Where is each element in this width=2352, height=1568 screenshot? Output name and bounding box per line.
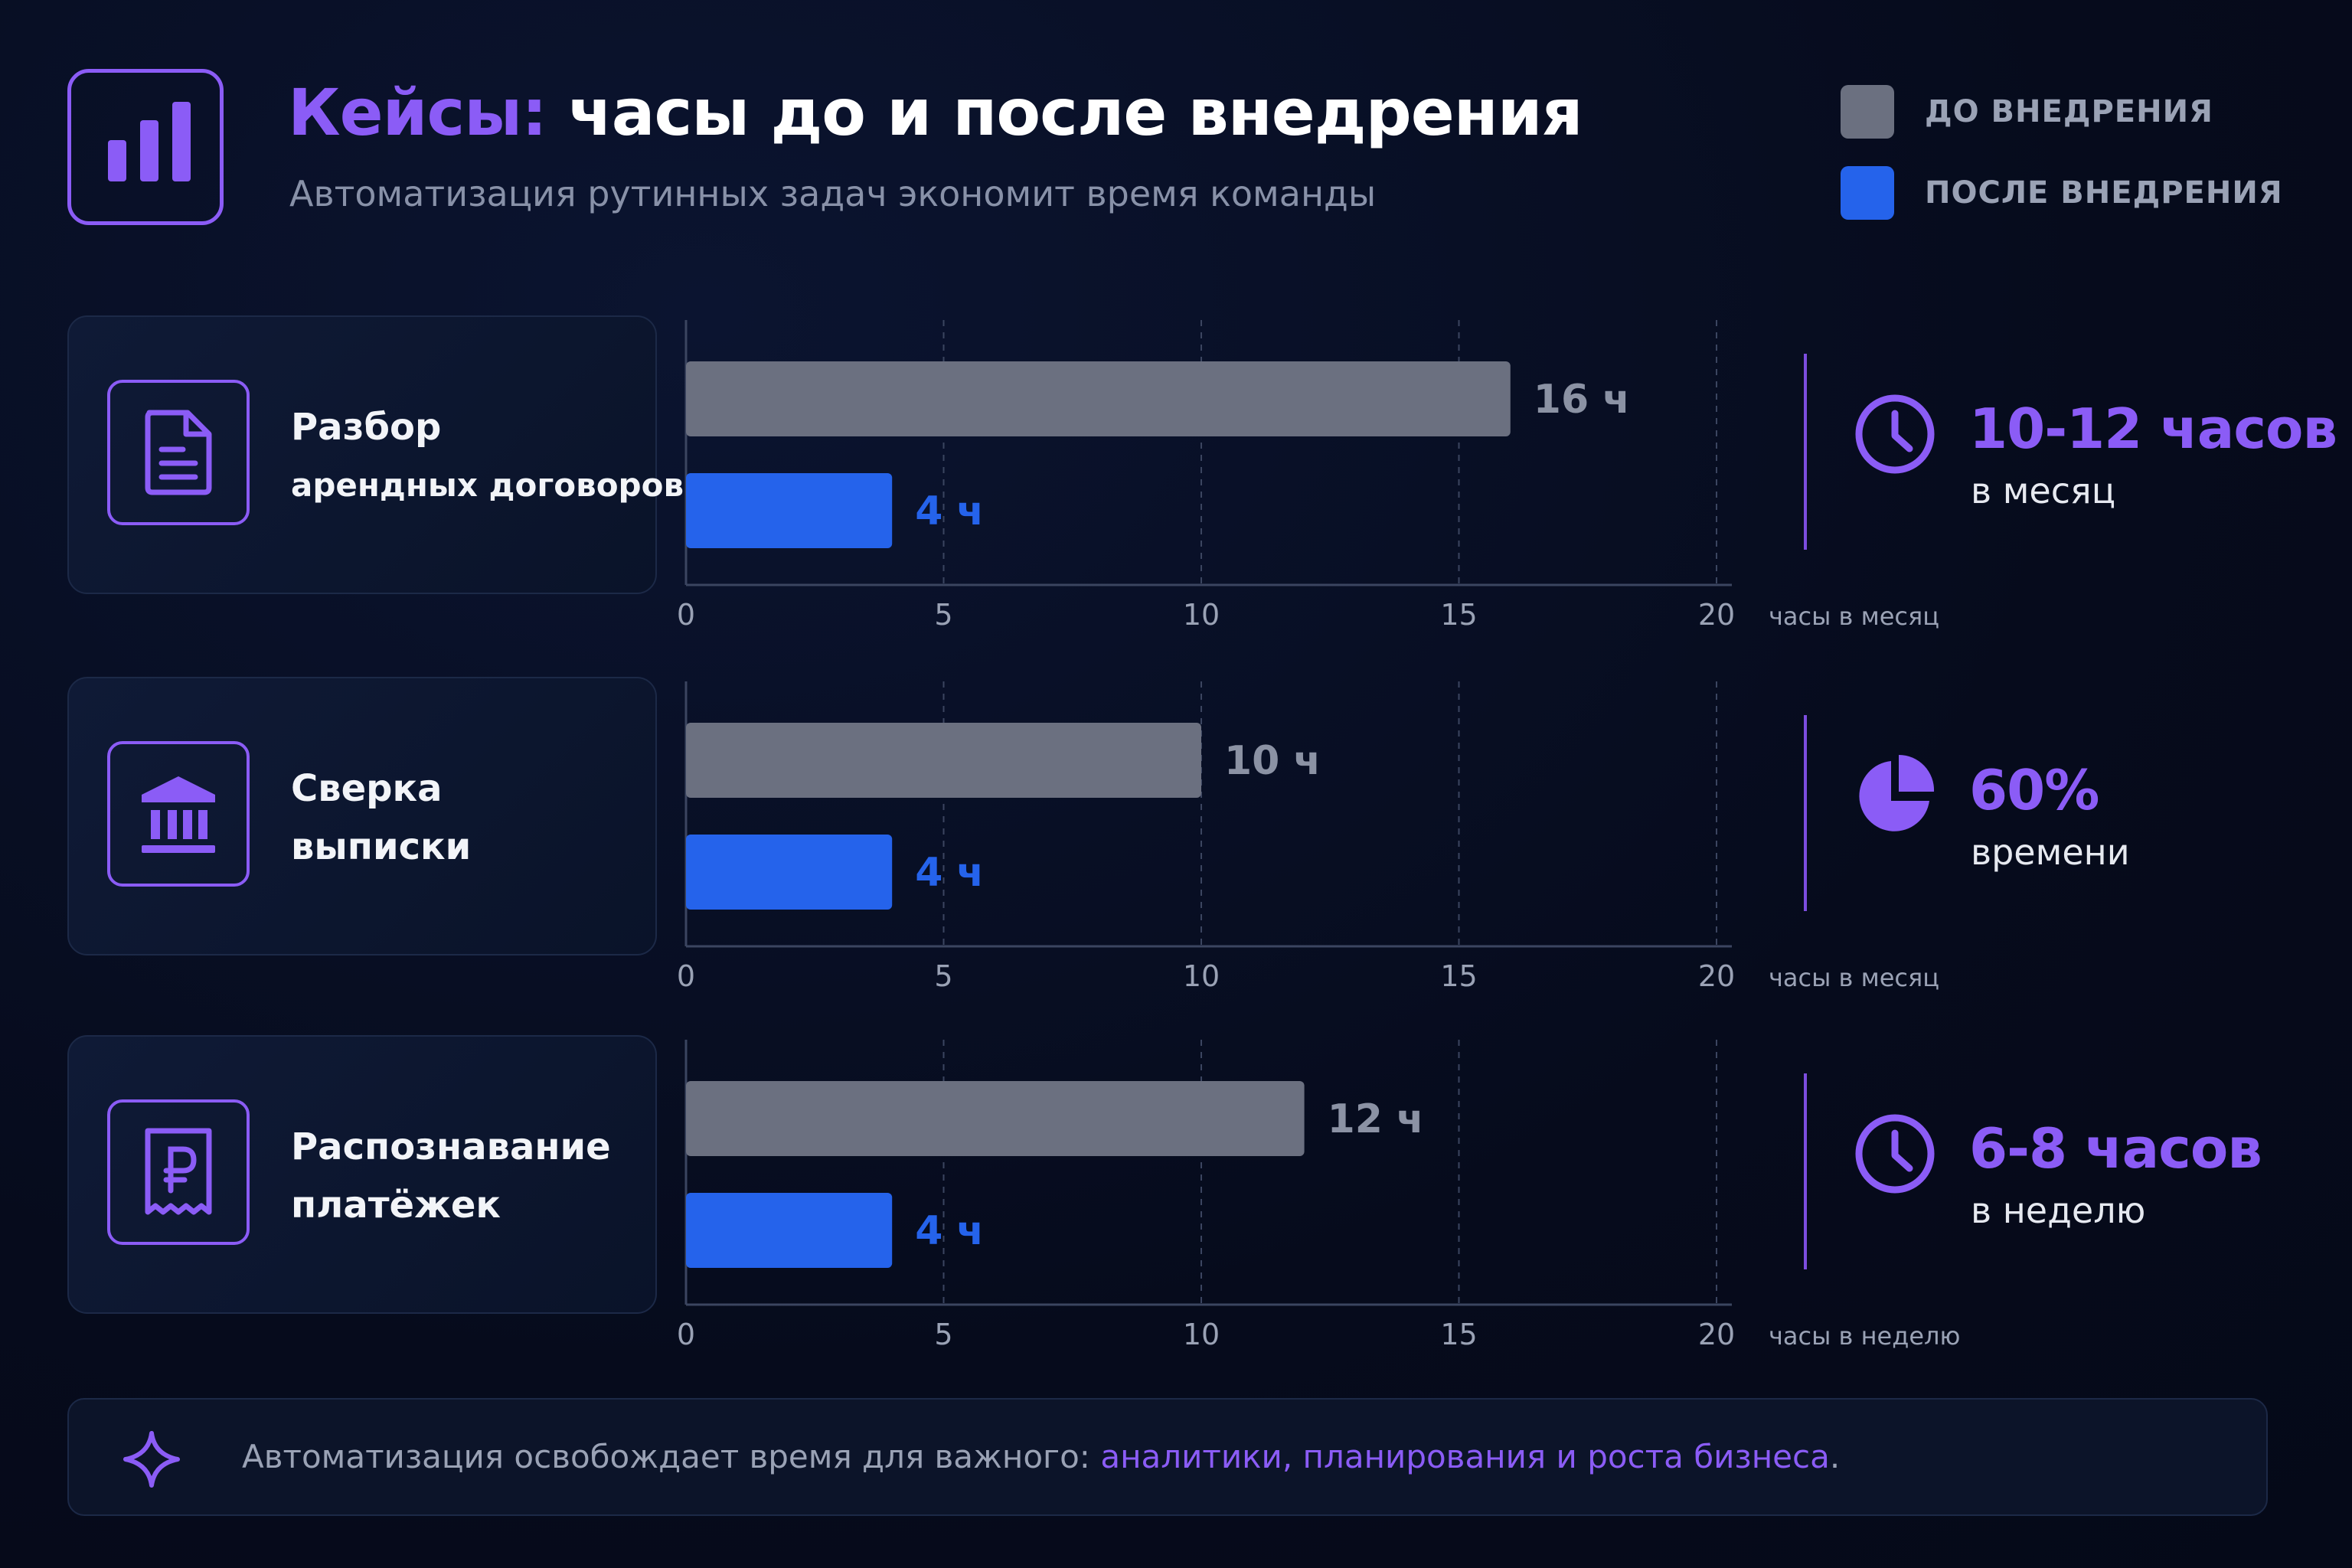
legend-item-after: ПОСЛЕ ВНЕДРЕНИЯ bbox=[1841, 165, 2283, 220]
case-name-line1: Распознавание bbox=[291, 1125, 611, 1168]
x-tick-label: 0 bbox=[677, 1318, 695, 1351]
x-tick-label: 20 bbox=[1698, 598, 1735, 632]
footer-text-main: Автоматизация освобождает время для важн… bbox=[242, 1438, 1090, 1475]
footer-end: . bbox=[1829, 1438, 1841, 1475]
bar-chart-icon bbox=[67, 69, 224, 225]
case-name: Сверка выписки bbox=[291, 760, 471, 876]
legend-swatch-before bbox=[1841, 85, 1894, 139]
x-tick-label: 10 bbox=[1183, 1318, 1220, 1351]
case-name-line2: выписки bbox=[291, 825, 472, 868]
stat-divider bbox=[1804, 1073, 1807, 1269]
x-axis-unit-label: часы в месяц bbox=[1769, 963, 1939, 992]
data-label-after: 4 ч bbox=[915, 1208, 984, 1254]
legend-swatch-after bbox=[1841, 166, 1894, 220]
x-tick-label: 0 bbox=[677, 959, 695, 993]
pie-chart-icon bbox=[1859, 755, 1935, 831]
case-row-3: Распознавание платёжек 0 5 10 15 20 12 ч 4 ч ча… bbox=[0, 1035, 2352, 1357]
x-tick-label: 15 bbox=[1440, 1318, 1477, 1351]
legend-item-before: ДО ВНЕДРЕНИЯ bbox=[1841, 84, 2283, 139]
ruble-receipt-icon bbox=[107, 1099, 250, 1245]
stat-divider bbox=[1804, 354, 1807, 550]
x-axis-unit-label: часы в месяц bbox=[1769, 602, 1939, 631]
bar-before bbox=[686, 361, 1511, 436]
case-card: Распознавание платёжек bbox=[67, 1035, 657, 1314]
stat-caption: в неделю bbox=[1971, 1190, 2146, 1231]
case-row-1: Разбор арендных договоров 0 5 10 15 20 16 ч 4 … bbox=[0, 315, 2352, 637]
bank-icon bbox=[107, 741, 250, 887]
x-tick-label: 5 bbox=[934, 1318, 952, 1351]
case-name-line1: Сверка bbox=[291, 767, 443, 810]
stat-value: 6-8 часов bbox=[1969, 1116, 2262, 1181]
stat-caption: времени bbox=[1971, 831, 2130, 873]
case-name: Разбор арендных договоров bbox=[291, 398, 684, 514]
bar-after bbox=[686, 1193, 893, 1268]
case-chart-2: 0 5 10 15 20 10 ч 4 ч часы в месяц bbox=[677, 681, 1939, 993]
page-subtitle: Автоматизация рутинных задач экономит вр… bbox=[289, 173, 1377, 214]
data-label-after: 4 ч bbox=[915, 850, 984, 896]
clock-icon bbox=[1855, 394, 1935, 474]
footer-highlight: аналитики, планирования и роста бизнеса bbox=[1100, 1438, 1830, 1475]
clock-icon bbox=[1855, 1114, 1935, 1194]
x-tick-label: 20 bbox=[1698, 1318, 1735, 1351]
data-label-before: 16 ч bbox=[1534, 377, 1630, 423]
stat-caption: в месяц bbox=[1971, 470, 2116, 511]
x-tick-label: 5 bbox=[934, 598, 952, 632]
document-icon bbox=[107, 380, 250, 525]
x-tick-label: 10 bbox=[1183, 959, 1220, 993]
case-card: Разбор арендных договоров bbox=[67, 315, 684, 594]
stat-value: 10-12 часов bbox=[1969, 397, 2337, 461]
case-name: Распознавание платёжек bbox=[291, 1118, 611, 1234]
data-label-before: 12 ч bbox=[1328, 1096, 1424, 1142]
bar-before bbox=[686, 1081, 1305, 1156]
bar-after bbox=[686, 835, 893, 910]
sparkle-icon bbox=[123, 1431, 180, 1488]
case-card: Сверка выписки bbox=[67, 677, 657, 956]
footer-banner: Автоматизация освобождает время для важн… bbox=[67, 1398, 2268, 1516]
x-tick-label: 10 bbox=[1183, 598, 1220, 632]
legend: ДО ВНЕДРЕНИЯ ПОСЛЕ ВНЕДРЕНИЯ bbox=[1841, 84, 2283, 247]
case-name-line2: платёжек bbox=[291, 1184, 501, 1227]
stat-value: 60% bbox=[1969, 758, 2099, 822]
x-tick-label: 15 bbox=[1440, 959, 1477, 993]
stat-divider bbox=[1804, 715, 1807, 911]
bar-before bbox=[686, 723, 1201, 798]
page-title: Кейсы: часы до и после внедрения bbox=[288, 75, 1583, 150]
title-accent: Кейсы: bbox=[288, 75, 547, 150]
legend-label-after: ПОСЛЕ ВНЕДРЕНИЯ bbox=[1925, 175, 2283, 211]
x-axis-unit-label: часы в неделю bbox=[1769, 1321, 1960, 1351]
title-rest: часы до и после внедрения bbox=[568, 75, 1583, 150]
data-label-before: 10 ч bbox=[1224, 738, 1321, 784]
x-tick-label: 20 bbox=[1698, 959, 1735, 993]
x-tick-label: 0 bbox=[677, 598, 695, 632]
x-tick-label: 15 bbox=[1440, 598, 1477, 632]
case-chart-3: 0 5 10 15 20 12 ч 4 ч часы в неделю bbox=[677, 1040, 1960, 1351]
case-row-2: Сверка выписки 0 5 10 15 20 10 ч 4 ч часы в мес… bbox=[0, 677, 2352, 998]
x-tick-label: 5 bbox=[934, 959, 952, 993]
bar-after bbox=[686, 473, 893, 548]
footer-text: Автоматизация освобождает время для важн… bbox=[242, 1438, 1840, 1475]
data-label-after: 4 ч bbox=[915, 488, 984, 534]
case-name-line1: Разбор bbox=[291, 406, 442, 449]
case-chart-1: 0 5 10 15 20 16 ч 4 ч часы в месяц bbox=[677, 320, 1939, 632]
legend-label-before: ДО ВНЕДРЕНИЯ bbox=[1925, 94, 2213, 129]
case-name-line2: арендных договоров bbox=[291, 466, 684, 504]
